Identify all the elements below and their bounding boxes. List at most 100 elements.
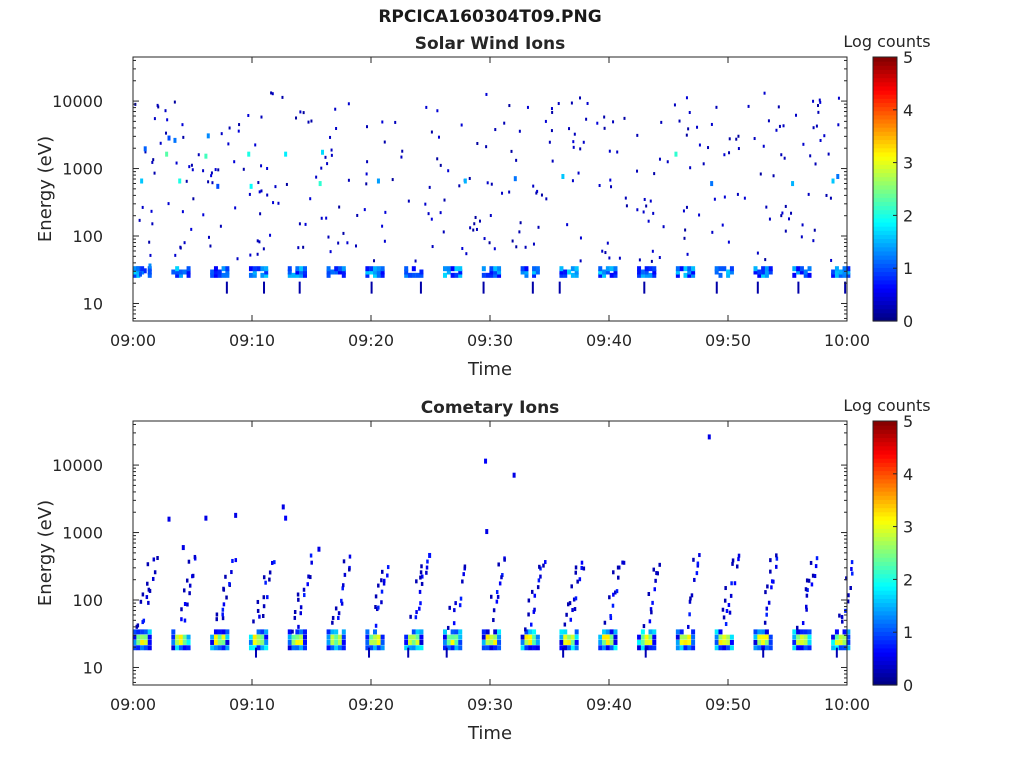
cell xyxy=(175,645,180,651)
colorbar-segment xyxy=(873,449,897,455)
cell xyxy=(420,581,424,586)
cell xyxy=(207,180,210,184)
cell xyxy=(605,629,610,635)
cell xyxy=(273,560,276,565)
cell xyxy=(524,645,529,651)
cell xyxy=(374,605,377,610)
cell xyxy=(757,645,762,651)
colorbar-segment xyxy=(873,69,897,75)
cell xyxy=(295,116,298,120)
cell xyxy=(778,124,781,128)
cell xyxy=(217,269,222,275)
cell xyxy=(307,120,310,124)
cell xyxy=(532,266,537,272)
cell xyxy=(542,563,545,568)
cell xyxy=(578,577,582,582)
cell xyxy=(645,204,648,208)
cell xyxy=(501,573,504,578)
cell xyxy=(365,272,370,278)
heatmap-cells xyxy=(132,434,854,658)
colorbar-segment xyxy=(873,639,897,645)
colorbar-segment xyxy=(873,643,897,649)
cell xyxy=(210,645,215,651)
cell xyxy=(374,594,378,599)
cell xyxy=(415,629,420,635)
cell xyxy=(524,627,527,632)
cell xyxy=(448,605,451,610)
cell xyxy=(764,629,769,635)
cell xyxy=(156,103,159,107)
cell xyxy=(215,612,219,617)
cell xyxy=(338,205,341,209)
cell xyxy=(687,634,692,640)
cell xyxy=(381,569,384,574)
cell xyxy=(764,639,769,645)
cell xyxy=(768,639,773,645)
cell xyxy=(819,138,822,142)
colorbar-segment xyxy=(873,238,897,244)
cell xyxy=(710,122,713,126)
cell xyxy=(598,639,603,645)
cell xyxy=(655,571,658,576)
cell xyxy=(728,151,731,155)
cell xyxy=(483,237,486,241)
cell xyxy=(570,645,575,651)
cell xyxy=(544,119,547,123)
cell xyxy=(609,629,614,635)
cell xyxy=(496,594,500,599)
cell xyxy=(574,596,578,601)
x-tick-label: 09:10 xyxy=(229,695,275,714)
cell xyxy=(217,639,222,645)
cell xyxy=(535,191,538,195)
cell xyxy=(726,269,731,275)
cell xyxy=(178,634,183,640)
colorbar-segment xyxy=(873,524,897,529)
colorbar-segment xyxy=(873,437,897,443)
cell xyxy=(186,634,191,640)
cell xyxy=(337,615,340,620)
cell xyxy=(695,571,699,576)
cell xyxy=(186,602,189,607)
cell xyxy=(807,645,812,651)
cell xyxy=(723,195,726,199)
cell xyxy=(404,645,409,651)
cell xyxy=(188,591,191,596)
cell xyxy=(136,639,141,645)
cell xyxy=(419,639,424,645)
cell xyxy=(330,629,335,635)
cell xyxy=(178,269,183,275)
cell xyxy=(574,645,579,651)
cell xyxy=(602,639,607,645)
colorbar-segment xyxy=(873,184,897,190)
cell xyxy=(219,224,222,228)
cell xyxy=(618,256,621,260)
cell xyxy=(531,281,534,294)
cell xyxy=(814,162,817,166)
cell xyxy=(175,639,180,645)
cell xyxy=(252,619,255,624)
cell xyxy=(850,566,853,571)
cell xyxy=(492,608,496,613)
cell xyxy=(571,179,574,183)
colorbar-segment xyxy=(873,610,897,616)
cell xyxy=(563,634,568,640)
cell xyxy=(138,271,142,277)
cell xyxy=(687,639,692,645)
cell xyxy=(315,175,318,179)
cell xyxy=(145,595,149,600)
cell xyxy=(419,629,424,635)
cell xyxy=(763,91,766,95)
colorbar-segment xyxy=(873,250,897,256)
cell xyxy=(612,592,615,597)
cell xyxy=(535,269,540,275)
cell xyxy=(326,634,331,640)
cell xyxy=(687,624,690,629)
cell xyxy=(166,118,169,122)
colorbar-segment xyxy=(873,73,897,79)
cell xyxy=(157,105,160,109)
cell xyxy=(213,269,218,275)
colorbar-tick-label: 2 xyxy=(903,206,913,225)
cell xyxy=(481,634,486,640)
colorbar-segment xyxy=(873,614,897,620)
cell xyxy=(326,272,331,278)
